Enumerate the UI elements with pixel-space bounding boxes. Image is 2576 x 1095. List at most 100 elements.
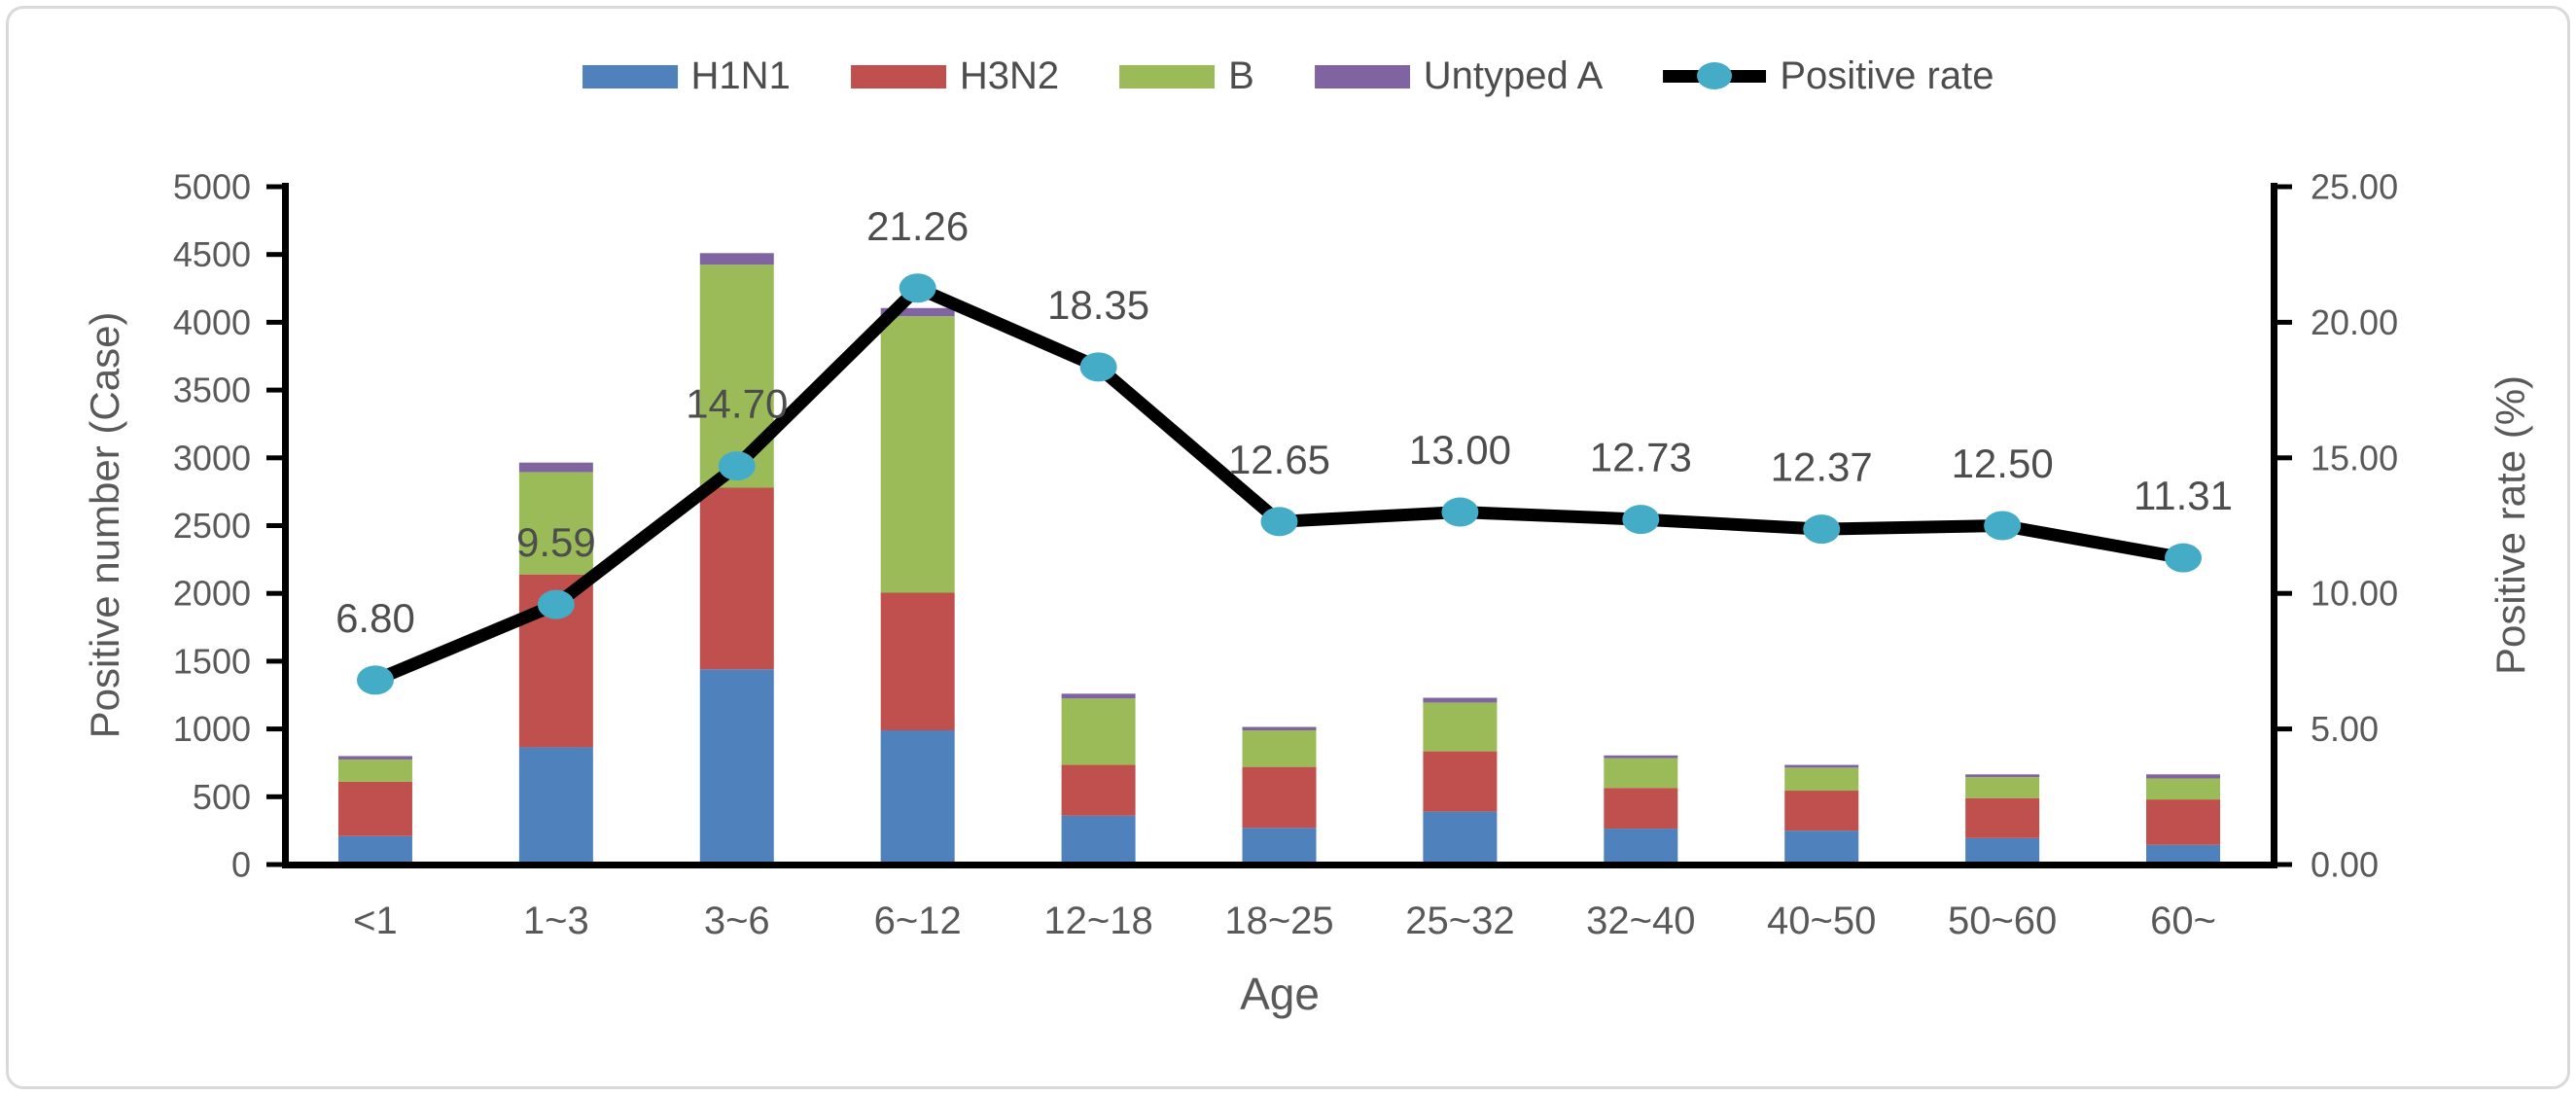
left-axis-tick-label: 3500 bbox=[173, 371, 251, 410]
left-axis-tick bbox=[266, 590, 285, 596]
bar-segment-h1n1 bbox=[1423, 811, 1498, 865]
legend-line-swatch bbox=[1663, 62, 1767, 89]
bar-segment-h3n2 bbox=[699, 487, 774, 670]
line-marker bbox=[899, 273, 936, 303]
left-axis-tick bbox=[266, 523, 285, 528]
x-axis-category-label: 1~3 bbox=[523, 900, 589, 942]
legend-color-swatch bbox=[850, 64, 946, 88]
x-axis-line bbox=[282, 862, 2277, 868]
legend-item-h1n1: H1N1 bbox=[582, 54, 791, 98]
left-axis-tick bbox=[266, 184, 285, 190]
bar-segment-h1n1 bbox=[337, 835, 412, 865]
bar-segment-untyped bbox=[1784, 764, 1859, 768]
bar-segment-h3n2 bbox=[1604, 788, 1678, 830]
line-marker bbox=[1260, 507, 1298, 537]
bar-segment-h3n2 bbox=[880, 592, 955, 730]
bar-segment-untyped bbox=[518, 462, 593, 473]
left-axis-tick bbox=[266, 862, 285, 867]
bar-segment-b bbox=[518, 472, 593, 575]
right-axis-tick bbox=[2274, 184, 2292, 190]
line-marker bbox=[537, 589, 575, 619]
bar-segment-h1n1 bbox=[2146, 844, 2221, 865]
legend-item-untyped: Untyped A bbox=[1314, 54, 1604, 98]
legend-label: Untyped A bbox=[1423, 54, 1604, 97]
legend-item-rate_line: Positive rate bbox=[1663, 54, 1994, 98]
left-axis-tick-label: 5000 bbox=[173, 167, 251, 207]
bar-segment-h3n2 bbox=[1423, 751, 1498, 812]
right-axis-tick bbox=[2274, 455, 2292, 461]
bar-segment-untyped bbox=[1423, 697, 1498, 703]
rate-data-label: 14.70 bbox=[686, 381, 788, 427]
legend-label: H1N1 bbox=[690, 54, 791, 97]
legend-label: H3N2 bbox=[959, 54, 1060, 97]
bar-segment-b bbox=[880, 316, 955, 593]
right-axis-tick bbox=[2274, 590, 2292, 596]
line-marker bbox=[1441, 497, 1479, 527]
bar-segment-untyped bbox=[880, 307, 955, 317]
right-axis-tick bbox=[2274, 726, 2292, 732]
left-axis-tick bbox=[266, 319, 285, 325]
bar-segment-h1n1 bbox=[1784, 830, 1859, 865]
x-axis-category-label: 32~40 bbox=[1586, 900, 1695, 942]
left-axis-title: Positive number (Case) bbox=[82, 311, 127, 739]
x-axis-category-label: 25~32 bbox=[1405, 900, 1514, 942]
bar-segment-b bbox=[1784, 767, 1859, 792]
bar-segment-b bbox=[1061, 698, 1136, 765]
left-axis-tick-label: 500 bbox=[193, 777, 251, 817]
left-axis-tick-label: 2000 bbox=[173, 574, 251, 614]
bar-segment-untyped bbox=[1061, 693, 1136, 699]
legend-color-swatch bbox=[582, 64, 678, 88]
left-axis-tick-label: 4000 bbox=[173, 302, 251, 342]
rate-data-label: 12.65 bbox=[1228, 437, 1330, 482]
line-marker bbox=[2165, 543, 2203, 573]
right-axis-tick-label: 15.00 bbox=[2311, 438, 2398, 477]
bar-segment-b bbox=[1242, 729, 1317, 767]
left-axis-tick-label: 1000 bbox=[173, 709, 251, 749]
bar-segment-h3n2 bbox=[1242, 766, 1317, 829]
bar-segment-b bbox=[2146, 778, 2221, 800]
x-axis-title: Age bbox=[1240, 969, 1320, 1019]
right-axis-tick-label: 0.00 bbox=[2311, 845, 2379, 885]
chart-legend: H1N1 H3N2 B Untyped A Positive rate bbox=[582, 54, 1994, 98]
rate-data-label: 11.31 bbox=[2134, 473, 2233, 518]
rate-data-label: 18.35 bbox=[1047, 282, 1149, 328]
right-axis-spine bbox=[2271, 183, 2277, 868]
right-axis-tick bbox=[2274, 862, 2292, 867]
bar-segment-untyped bbox=[1242, 726, 1317, 730]
left-axis-tick bbox=[266, 387, 285, 393]
left-axis-tick bbox=[266, 252, 285, 258]
left-axis-tick bbox=[266, 658, 285, 664]
bar-segment-h1n1 bbox=[699, 669, 774, 865]
bar-segment-h1n1 bbox=[1242, 828, 1317, 865]
rate-data-label: 12.73 bbox=[1590, 435, 1692, 480]
bar-segment-b bbox=[1423, 702, 1498, 752]
bar-segment-h3n2 bbox=[2146, 799, 2221, 845]
bar-segment-untyped bbox=[337, 756, 412, 759]
left-axis-tick-label: 1500 bbox=[173, 641, 251, 681]
left-axis-tick-label: 4500 bbox=[173, 234, 251, 274]
left-axis-spine bbox=[282, 183, 289, 868]
line-marker bbox=[356, 665, 394, 695]
x-axis-category-label: 18~25 bbox=[1224, 900, 1333, 942]
bar-segment-b bbox=[337, 759, 412, 782]
bar-segment-untyped bbox=[2146, 774, 2221, 779]
rate-data-label: 13.00 bbox=[1409, 427, 1511, 473]
legend-item-h3n2: H3N2 bbox=[850, 54, 1060, 98]
legend-color-swatch bbox=[1314, 64, 1410, 88]
line-marker bbox=[1803, 514, 1841, 545]
x-axis-category-label: <1 bbox=[353, 900, 398, 942]
bar-segment-h3n2 bbox=[1061, 764, 1136, 816]
x-axis-category-label: 3~6 bbox=[704, 900, 770, 942]
right-axis-tick-label: 10.00 bbox=[2311, 574, 2398, 614]
left-axis-tick bbox=[266, 726, 285, 732]
legend-label: Positive rate bbox=[1780, 54, 1994, 97]
line-marker bbox=[718, 451, 756, 481]
x-axis-category-label: 40~50 bbox=[1767, 900, 1876, 942]
rate-data-label: 12.50 bbox=[1952, 441, 2054, 486]
line-marker bbox=[1622, 505, 1660, 535]
left-axis-tick-label: 3000 bbox=[173, 438, 251, 477]
rate-data-label: 9.59 bbox=[516, 519, 596, 565]
bar-segment-h1n1 bbox=[1604, 829, 1678, 865]
rate-data-label: 21.26 bbox=[866, 203, 969, 249]
